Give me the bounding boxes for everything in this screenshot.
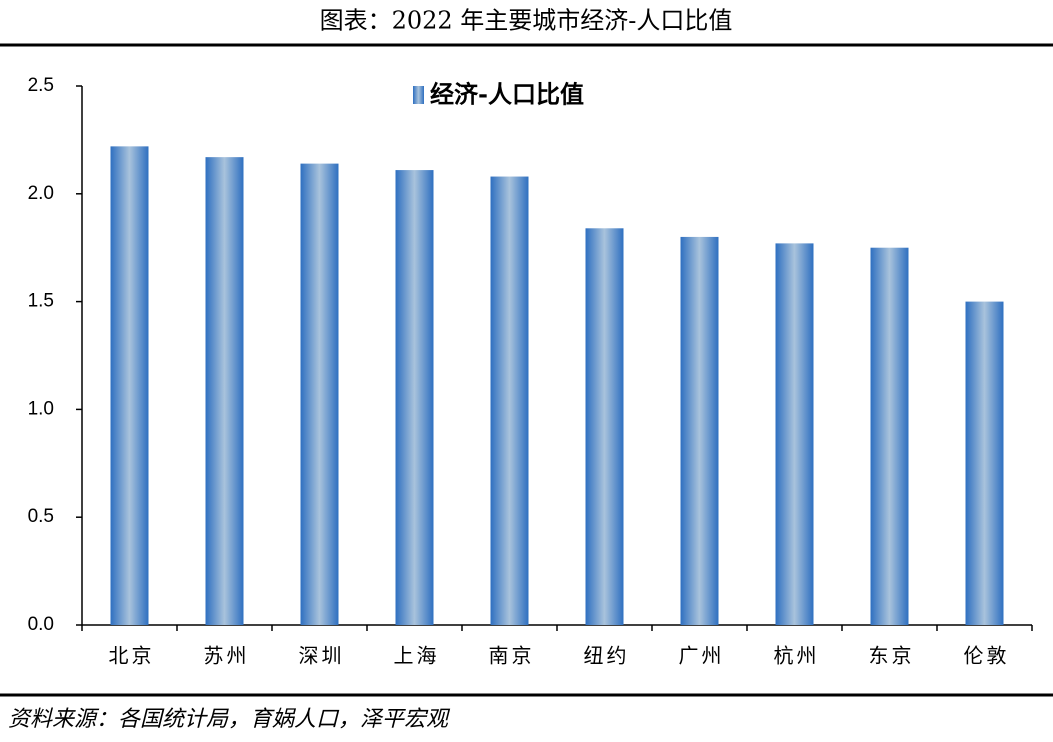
x-tick-label: 苏州 xyxy=(204,644,250,668)
y-tick-label: 1.0 xyxy=(28,398,54,419)
source-note: 资料来源：各国统计局，育娲人口，泽平宏观 xyxy=(8,707,451,732)
x-tick-label: 南京 xyxy=(489,644,535,668)
y-tick-label: 2.0 xyxy=(28,183,54,204)
bar xyxy=(680,236,719,626)
x-tick-label: 广州 xyxy=(679,644,725,668)
x-tick-label: 深圳 xyxy=(299,644,345,668)
bar xyxy=(490,176,529,625)
x-tick-label: 杭州 xyxy=(774,644,820,668)
x-tick-label: 纽约 xyxy=(584,644,630,668)
bar xyxy=(870,247,909,625)
bar xyxy=(395,170,434,626)
y-tick-label: 2.5 xyxy=(28,75,54,96)
bar xyxy=(585,228,624,625)
chart-title: 图表：2022 年主要城市经济-人口比值 xyxy=(320,7,733,35)
x-tick-label: 上海 xyxy=(394,644,440,668)
y-tick-label: 0.0 xyxy=(28,614,54,635)
legend-swatch xyxy=(413,86,424,104)
bar xyxy=(110,146,149,626)
bar xyxy=(965,301,1004,625)
y-tick-label: 0.5 xyxy=(28,506,54,527)
bar xyxy=(775,243,814,625)
legend-label: 经济-人口比值 xyxy=(430,80,584,109)
bar xyxy=(205,157,244,625)
bar xyxy=(300,163,339,625)
x-tick-label: 伦敦 xyxy=(964,644,1010,668)
y-tick-label: 1.5 xyxy=(28,291,54,312)
x-tick-label: 东京 xyxy=(869,644,915,668)
x-tick-label: 北京 xyxy=(109,644,155,668)
